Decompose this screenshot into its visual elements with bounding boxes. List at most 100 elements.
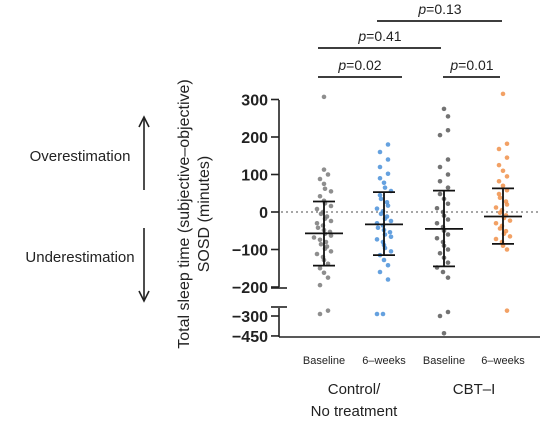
data-point [321, 270, 327, 276]
data-point [381, 180, 387, 186]
data-points [311, 91, 513, 336]
p-symbol: p [449, 57, 458, 73]
data-point [437, 313, 443, 319]
y-axis-label: Total sleep time (subjective–objective) … [176, 79, 213, 348]
down-arrow-head [138, 290, 150, 303]
data-point [328, 218, 334, 224]
error-bars [305, 187, 522, 268]
data-point [385, 142, 391, 147]
data-point [377, 175, 383, 181]
data-point [317, 237, 323, 243]
data-point [317, 311, 323, 317]
p-symbol: p [357, 28, 366, 44]
data-point [437, 132, 443, 138]
data-point [497, 226, 503, 231]
data-point [493, 205, 499, 210]
data-point [445, 260, 451, 265]
data-point [504, 155, 510, 160]
data-point [385, 277, 391, 282]
p-value-text: =0.02 [346, 57, 382, 73]
data-point [437, 250, 443, 256]
data-point [314, 220, 320, 226]
data-point [385, 171, 391, 177]
data-point [507, 218, 513, 223]
p-value-control: p=0.02 [337, 57, 381, 73]
data-point [437, 178, 443, 184]
data-point [445, 157, 451, 162]
up-arrow-head [138, 115, 150, 128]
y-tick-label: −450 [232, 329, 268, 346]
data-point [318, 211, 324, 217]
data-point [377, 149, 383, 155]
data-point [378, 196, 384, 202]
data-point [504, 308, 510, 313]
data-point [378, 211, 384, 217]
data-point [374, 311, 380, 317]
data-point [385, 157, 391, 162]
comparison-baseline-vs-6weeks-control: p=0.02 [318, 57, 402, 78]
data-point [380, 311, 386, 317]
data-point [322, 186, 328, 192]
data-point [500, 91, 506, 97]
comparison-6weeks: p=0.13 [377, 1, 502, 22]
data-point [325, 275, 331, 280]
y-axis-label-line2: SOSD (minutes) [196, 156, 213, 272]
overestimation-label: Overestimation [30, 148, 131, 165]
y-tick-label: −200 [232, 280, 268, 297]
data-point [377, 192, 383, 198]
comparison-baseline-vs-6weeks-cbti: p=0.01 [443, 57, 500, 78]
data-point [314, 206, 320, 212]
data-point [445, 172, 451, 177]
x-tick-label: 6–weeks [362, 355, 406, 367]
y-axis [271, 100, 540, 338]
data-point [434, 205, 440, 211]
y-tick-label: 100 [241, 168, 268, 185]
data-point [445, 232, 451, 237]
data-point [388, 249, 394, 254]
p-value-text: =0.13 [426, 1, 462, 17]
data-point [445, 217, 451, 222]
data-point [445, 114, 451, 119]
data-point [375, 225, 381, 231]
data-point [325, 308, 331, 313]
data-point [374, 237, 380, 242]
data-point [321, 94, 327, 100]
data-point [315, 225, 321, 231]
data-point [388, 218, 394, 224]
data-point [493, 220, 499, 226]
comparison-baseline: p=0.41 [318, 28, 441, 49]
data-point [328, 203, 334, 209]
data-point [504, 141, 510, 147]
data-point [493, 236, 499, 242]
data-point [504, 174, 510, 179]
data-point [377, 164, 383, 170]
data-point [387, 229, 393, 235]
y-tick-label: 0 [259, 205, 268, 222]
y-tick-label: 300 [241, 93, 268, 110]
data-point [445, 309, 451, 315]
data-point [434, 235, 440, 241]
data-point [497, 210, 503, 216]
data-point [374, 206, 380, 211]
data-point [497, 195, 503, 201]
data-point [496, 191, 502, 197]
data-point [445, 275, 451, 280]
data-point [318, 241, 324, 247]
data-point [504, 247, 510, 252]
group-label-no-treatment: No treatment [311, 403, 399, 420]
underestimation-label: Underestimation [25, 249, 134, 266]
y-axis-label-line1: Total sleep time (subjective–objective) [176, 79, 193, 348]
y-ticks: 300 200 100 0 −100 −200 −300 −450 [232, 93, 279, 346]
data-point [385, 203, 391, 208]
p-value-text: =0.01 [458, 57, 494, 73]
data-point [496, 178, 502, 184]
p-value-6weeks: p=0.13 [417, 1, 461, 17]
data-point [317, 265, 323, 271]
data-point [377, 269, 383, 275]
data-point [441, 106, 447, 112]
data-point [496, 162, 502, 168]
data-point [321, 167, 327, 172]
data-point [445, 185, 451, 190]
p-symbol: p [337, 57, 346, 73]
